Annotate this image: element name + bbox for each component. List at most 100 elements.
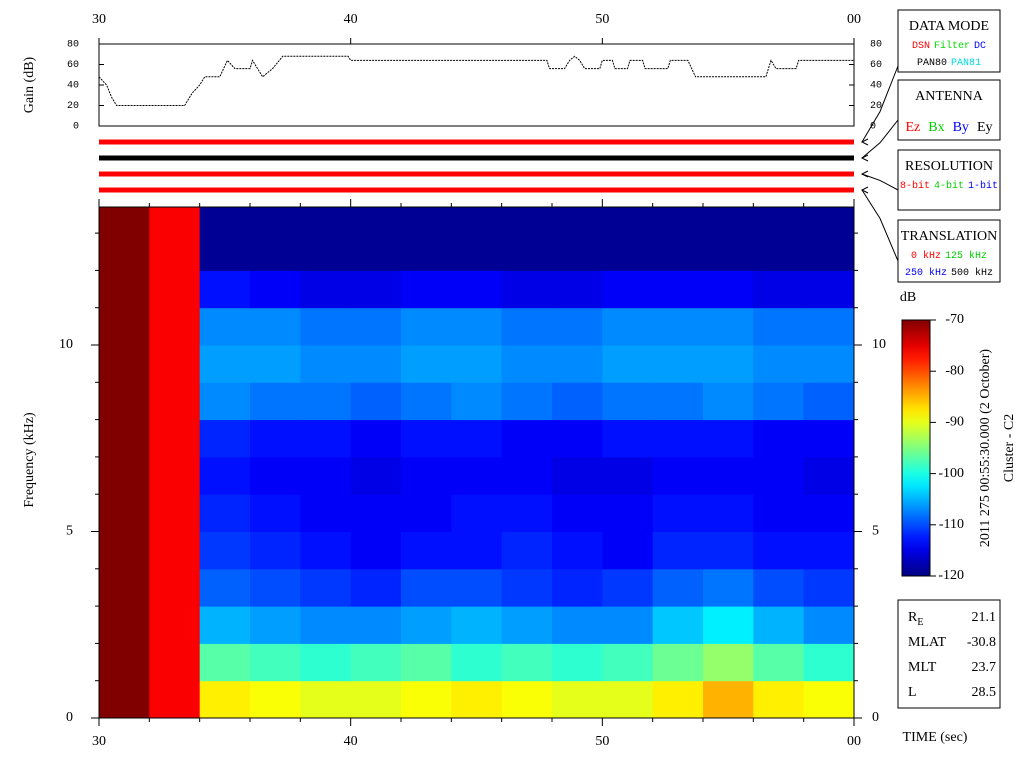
heat-cell — [401, 233, 452, 271]
heat-cell — [552, 307, 603, 346]
heat-cell — [552, 456, 603, 495]
legend-item: DC — [974, 41, 986, 52]
y-axis-label: Frequency (kHz) — [22, 412, 37, 508]
legend-item: PAN80 — [917, 58, 947, 69]
heat-cell — [300, 233, 352, 271]
heat-cell — [803, 419, 855, 458]
heat-cell — [803, 345, 855, 383]
heat-cell — [99, 531, 150, 570]
heat-cell — [652, 345, 704, 383]
heat-cell — [652, 643, 704, 682]
x-tick-label: 30 — [92, 12, 106, 27]
info-value: -30.8 — [967, 635, 996, 650]
heat-cell — [401, 531, 452, 570]
heat-cell — [451, 531, 503, 570]
heat-cell — [803, 643, 855, 682]
heat-cell — [401, 456, 452, 495]
heat-cell — [753, 494, 805, 532]
heat-cell — [149, 419, 201, 458]
legend-row: 8-bit 4-bit 1-bit — [900, 180, 998, 192]
legend-item: Bx — [928, 120, 944, 135]
heat-cell — [99, 606, 150, 644]
heat-cell — [552, 233, 603, 271]
heat-cell — [501, 419, 553, 458]
heat-cell — [753, 233, 805, 271]
heat-cell — [501, 680, 553, 719]
heat-cell — [149, 568, 201, 607]
heat-cell — [501, 270, 553, 309]
heat-cell — [250, 419, 301, 458]
heat-cell — [803, 456, 855, 495]
legend-item: 0 kHz — [911, 250, 941, 262]
heat-cell — [552, 419, 603, 458]
legend-box — [897, 9, 1001, 73]
spectrogram-frame — [98, 206, 855, 719]
heat-cell — [602, 419, 654, 458]
heat-cell — [401, 382, 452, 421]
heat-cell — [149, 345, 201, 383]
heat-cell — [350, 531, 402, 570]
info-label-main: MLAT — [908, 635, 947, 650]
heat-cell — [350, 494, 402, 532]
heat-cell — [803, 531, 855, 570]
heat-cell — [99, 307, 150, 346]
colorbar-tick-label: -110 — [939, 517, 964, 532]
heat-cell — [199, 207, 251, 234]
heat-cell — [451, 456, 503, 495]
heat-cell — [753, 307, 805, 346]
heat-cell — [753, 345, 805, 383]
heat-cell — [149, 456, 201, 495]
heat-cell — [602, 233, 654, 271]
arrow-head — [860, 186, 869, 194]
heat-cell — [300, 531, 352, 570]
x-tick-label: 50 — [595, 734, 609, 749]
heat-cell — [451, 643, 503, 682]
heat-cell — [350, 382, 402, 421]
heat-cell — [753, 382, 805, 421]
heat-cell — [703, 345, 754, 383]
heat-cell — [199, 345, 251, 383]
connector — [861, 189, 899, 262]
heat-cell — [703, 531, 754, 570]
heat-cell — [703, 494, 754, 532]
heat-cell — [401, 494, 452, 532]
y-tick-label: 0 — [870, 122, 876, 133]
heat-cell — [199, 456, 251, 495]
legend-title: TRANSLATION — [901, 229, 997, 244]
heat-cell — [199, 233, 251, 271]
x-axis-label: TIME (sec) — [903, 730, 968, 745]
legend-item: Filter — [934, 40, 970, 52]
heat-cell — [350, 207, 402, 234]
colorbar-label: dB — [900, 290, 916, 305]
heat-cell — [652, 307, 704, 346]
legend-item: DSN — [912, 41, 930, 52]
heat-cell — [501, 568, 553, 607]
mode-indicator-bar — [99, 187, 854, 193]
heat-cell — [602, 307, 654, 346]
heat-cell — [300, 680, 352, 719]
heat-cell — [753, 270, 805, 309]
heat-cell — [199, 494, 251, 532]
heat-cell — [703, 307, 754, 346]
heat-cell — [350, 456, 402, 495]
heat-cell — [753, 680, 805, 719]
heat-cell — [401, 207, 452, 234]
heat-cell — [99, 456, 150, 495]
x-tick-label: 50 — [595, 12, 609, 27]
heat-cell — [602, 531, 654, 570]
heat-cell — [703, 207, 754, 234]
heat-cell — [250, 345, 301, 383]
heat-cell — [300, 382, 352, 421]
y-tick-label: 5 — [66, 524, 73, 539]
heat-cell — [703, 270, 754, 309]
legend-item: 8-bit — [900, 180, 930, 192]
heat-cell — [199, 680, 251, 719]
heat-cell — [552, 606, 603, 644]
info-label: L — [908, 685, 917, 700]
y-tick-label: 20 — [67, 101, 79, 112]
heat-cell — [501, 456, 553, 495]
heat-cell — [501, 207, 553, 234]
heat-cell — [300, 345, 352, 383]
heat-cell — [652, 494, 704, 532]
heat-cell — [652, 207, 704, 234]
